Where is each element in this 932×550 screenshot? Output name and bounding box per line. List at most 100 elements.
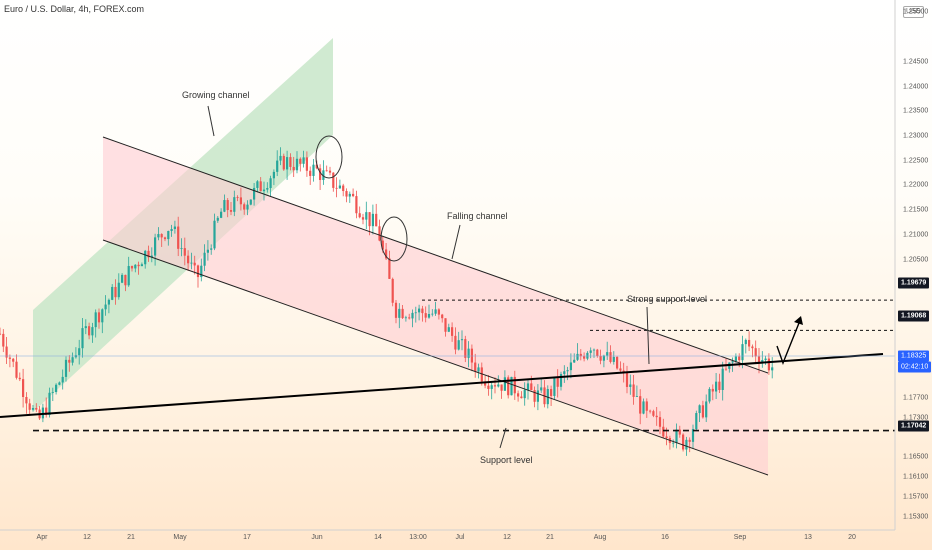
- currency-button[interactable]: USD: [903, 6, 924, 18]
- candle-body: [540, 387, 543, 391]
- y-tick-label: 1.15300: [903, 513, 929, 521]
- candle-body: [444, 318, 447, 332]
- candle-body: [180, 248, 183, 249]
- candle-body: [259, 181, 262, 192]
- x-tick-label: 13: [804, 534, 812, 541]
- candle-body: [464, 339, 467, 358]
- candle-body: [213, 220, 216, 249]
- candle-body: [114, 286, 117, 298]
- candle-body: [596, 349, 599, 356]
- candle-body: [625, 372, 629, 387]
- candle-body: [355, 196, 358, 214]
- candle-body: [635, 396, 638, 397]
- candle-body: [678, 429, 681, 435]
- candle-body: [385, 249, 388, 259]
- candle-body: [97, 312, 101, 323]
- y-tick-label: 1.22000: [903, 181, 929, 189]
- candle-body: [517, 393, 520, 397]
- candle-body: [12, 358, 15, 362]
- candle-body: [272, 171, 275, 179]
- candle-body: [246, 204, 249, 210]
- annotation-support-level: Support level: [480, 455, 533, 465]
- candle-body: [124, 274, 127, 286]
- candle-body: [616, 356, 619, 369]
- x-tick-label: Sep: [733, 534, 747, 541]
- candle-body: [312, 164, 315, 176]
- candle-body: [424, 313, 427, 318]
- y-tick-label: 1.17700: [903, 394, 929, 402]
- candle-body: [144, 250, 147, 265]
- candle-body: [592, 349, 596, 351]
- candle-body: [210, 248, 213, 250]
- candle-body: [711, 388, 714, 392]
- candle-body: [497, 384, 500, 387]
- x-tick-label: Aug: [593, 534, 607, 541]
- candle-body: [649, 410, 652, 412]
- candle-body: [101, 309, 104, 323]
- candle-body: [173, 226, 176, 230]
- candle-body: [256, 181, 259, 188]
- y-tick-label: 1.23500: [903, 107, 929, 115]
- candle-body: [724, 368, 728, 370]
- candle-body: [58, 382, 61, 385]
- candle-body: [467, 348, 470, 358]
- candle-body: [348, 193, 351, 197]
- candle-body: [612, 356, 615, 362]
- candle-body: [371, 213, 374, 227]
- candle-body: [589, 350, 592, 353]
- candle-body: [0, 333, 2, 335]
- candle-body: [266, 188, 269, 190]
- candle-body: [276, 160, 279, 172]
- candle-body: [546, 389, 549, 405]
- candle-body: [751, 346, 754, 349]
- candle-body: [731, 361, 734, 363]
- candle-body: [177, 226, 180, 249]
- annotation-arrow: [646, 306, 650, 365]
- candle-body: [434, 309, 437, 314]
- y-tick-label: 1.24000: [903, 83, 929, 91]
- candle-body: [675, 429, 678, 443]
- candle-body: [216, 217, 219, 221]
- annotation-arrow: [499, 427, 507, 449]
- candle-body: [682, 434, 685, 450]
- candle-body: [365, 212, 368, 220]
- x-tick-label: Jun: [311, 534, 323, 541]
- x-tick-label: 14: [374, 534, 382, 541]
- candle-body: [688, 439, 691, 442]
- candle-body: [715, 381, 718, 392]
- candle-body: [507, 377, 510, 396]
- circle-marker: [380, 216, 408, 262]
- candle-body: [457, 340, 460, 350]
- candle-body: [701, 405, 704, 418]
- candle-body: [107, 299, 110, 305]
- candle-body: [150, 255, 153, 258]
- annotation-arrow: [451, 224, 461, 260]
- candle-body: [121, 274, 124, 283]
- candle-body: [427, 314, 431, 318]
- candle-body: [196, 265, 200, 278]
- candle-body: [691, 429, 695, 442]
- candle-body: [398, 308, 401, 318]
- candle-body: [229, 210, 233, 212]
- candle-body: [51, 392, 54, 393]
- candle-body: [134, 264, 137, 269]
- candle-body: [5, 346, 8, 358]
- candle-body: [480, 367, 483, 382]
- candle-body: [31, 408, 35, 410]
- x-tick-label: 12: [503, 534, 511, 541]
- price-badge-119679: 1.19679: [898, 277, 930, 289]
- candle-body: [553, 378, 556, 396]
- candle-body: [579, 353, 582, 357]
- candle-body: [470, 348, 473, 363]
- candle-body: [484, 381, 487, 386]
- candle-body: [447, 327, 450, 332]
- candle-body: [559, 374, 563, 387]
- candle-body: [68, 359, 71, 363]
- candle-body: [698, 405, 701, 414]
- candle-body: [418, 308, 421, 313]
- candle-body: [718, 381, 721, 390]
- candle-body: [55, 384, 58, 393]
- candle-body: [45, 407, 48, 415]
- candle-body: [2, 333, 5, 347]
